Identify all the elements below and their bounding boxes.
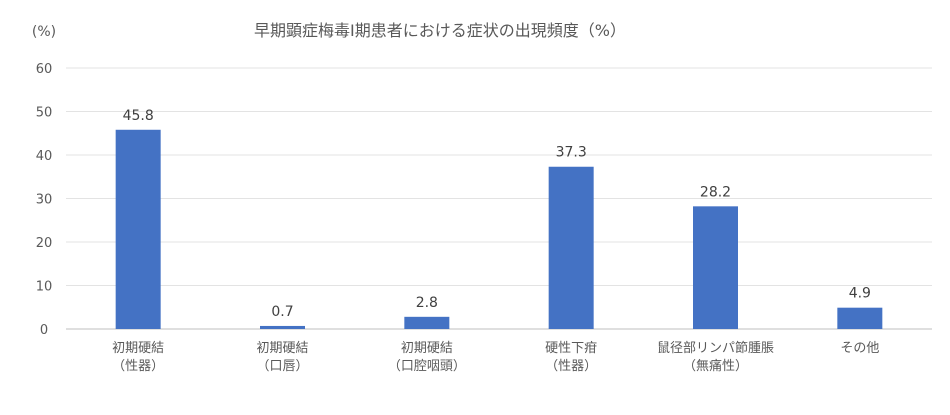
x-tick-label: 初期硬結（口唇） [256,341,308,374]
y-tick-label: 40 [36,149,53,164]
x-tick-label: 硬性下疳（性器） [545,341,597,374]
data-labels: 45.8 0.7 2.8 37.3 28.2 4.9 [123,108,871,320]
x-tick-label: 初期硬結（口腔咽頭） [388,341,466,374]
bar [837,307,883,329]
y-tick-label: 20 [36,236,53,251]
x-tick-label: 鼠径部リンパ節腫脹（無痛性） [657,340,774,374]
y-tick-label: 10 [36,280,53,295]
data-label: 4.9 [849,286,871,302]
bar [548,166,594,329]
data-label: 2.8 [416,295,438,311]
bar [404,316,450,329]
y-axis-ticks: 0 10 20 30 40 50 60 [36,62,53,338]
data-label: 0.7 [271,304,293,320]
y-tick-label: 0 [40,323,48,338]
x-tick-label: 初期硬結（性器） [112,341,164,374]
y-tick-label: 30 [36,193,53,208]
data-label: 37.3 [556,145,587,161]
data-label: 28.2 [700,184,731,200]
x-axis-ticks: 初期硬結（性器） 初期硬結（口唇） 初期硬結（口腔咽頭） 硬性下疳（性器） 鼠径部リンパ… [112,340,879,374]
bar [115,129,161,329]
y-axis-label: (%) [32,24,56,40]
gridlines [66,67,932,330]
chart-title: 早期顕症梅毒Ⅰ期患者における症状の出現頻度（%） [254,21,626,40]
y-tick-label: 60 [36,62,53,77]
y-tick-label: 50 [36,106,53,121]
data-label: 45.8 [123,108,154,124]
bar [693,206,738,329]
bar [260,325,305,329]
bars [115,129,883,329]
x-tick-label: その他 [840,341,879,356]
